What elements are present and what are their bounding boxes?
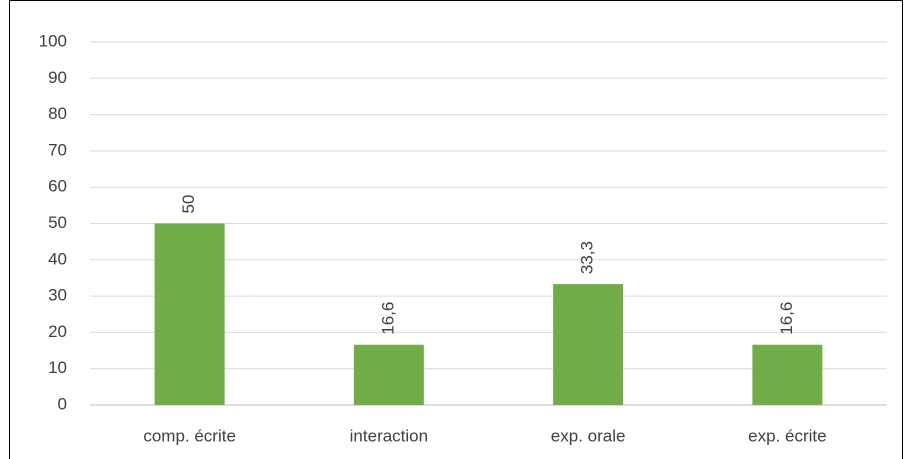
data-label: 16,6: [777, 302, 796, 335]
y-tick-label: 80: [48, 104, 67, 123]
y-tick-label: 70: [48, 140, 67, 159]
x-tick-label: exp. orale: [551, 426, 626, 445]
y-tick-label: 90: [48, 68, 67, 87]
bar: [752, 344, 823, 405]
y-tick-label: 0: [58, 394, 67, 413]
data-label: 16,6: [378, 302, 397, 335]
x-tick-label: interaction: [350, 426, 428, 445]
bar: [154, 223, 225, 405]
y-tick-label: 100: [39, 31, 67, 50]
y-tick-label: 10: [48, 358, 67, 377]
y-tick-label: 60: [48, 177, 67, 196]
y-tick-label: 30: [48, 286, 67, 305]
y-tick-label: 40: [48, 249, 67, 268]
y-tick-label: 50: [48, 213, 67, 232]
bar: [553, 284, 624, 405]
data-label: 33,3: [578, 241, 597, 274]
data-label: 50: [179, 195, 198, 214]
x-tick-label: comp. écrite: [143, 426, 236, 445]
x-tick-label: exp. écrite: [748, 426, 826, 445]
bar: [353, 344, 424, 405]
y-tick-label: 20: [48, 322, 67, 341]
chart-frame: [9, 0, 903, 459]
